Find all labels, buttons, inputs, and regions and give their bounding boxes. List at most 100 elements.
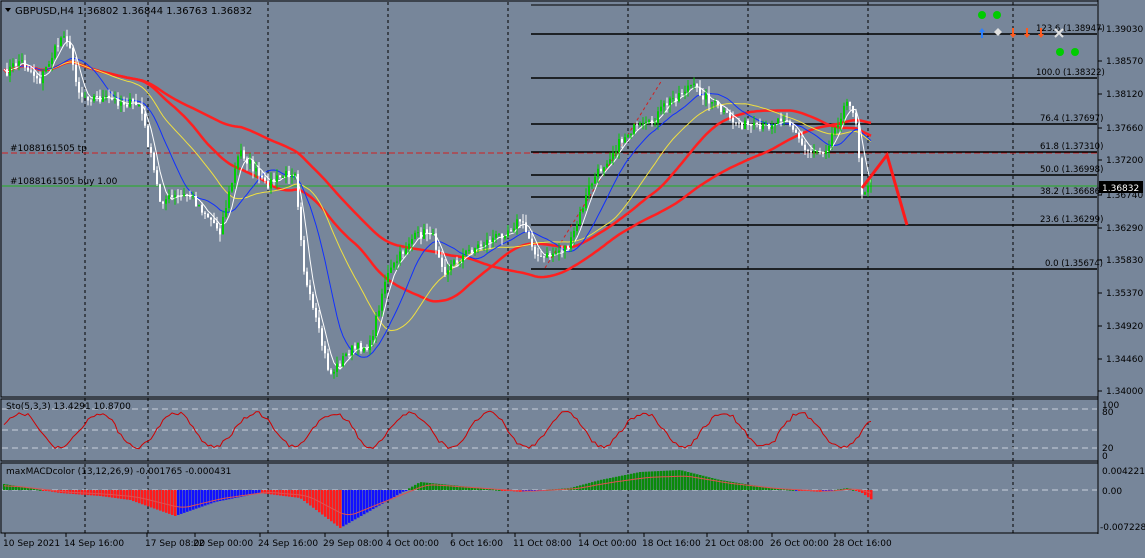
candle-body (864, 192, 866, 195)
candle-body (603, 167, 605, 172)
arrow-up-icon[interactable] (979, 28, 985, 38)
candle-body (186, 194, 188, 196)
candle-body (663, 103, 665, 107)
arrow-down-icon[interactable] (1038, 28, 1044, 38)
candle-body (339, 363, 341, 367)
candle-body (387, 272, 389, 282)
candle-body (465, 250, 467, 255)
candle-body (627, 134, 629, 138)
candle-body (471, 249, 473, 253)
candle-body (213, 219, 215, 224)
candle-body (363, 347, 365, 352)
macd-histogram (2, 470, 1097, 528)
candle-body (219, 228, 221, 235)
candle-body (447, 270, 449, 275)
close-icon[interactable] (1054, 28, 1064, 38)
candle-body (762, 124, 764, 130)
candle-body (39, 78, 41, 84)
candle-body (753, 123, 755, 126)
candle-body (105, 95, 107, 98)
candle-body (756, 123, 758, 125)
macd-bar (39, 489, 42, 491)
macd-bar (90, 490, 93, 496)
macd-bar (246, 490, 249, 496)
candle-body (195, 195, 197, 207)
macd-bar (732, 482, 735, 490)
candle-body (747, 120, 749, 126)
candle-body (282, 176, 284, 178)
macd-bar (357, 490, 360, 518)
candle-body (783, 120, 785, 122)
candle-body (702, 95, 704, 100)
macd-bar (9, 484, 12, 490)
candle-body (426, 229, 428, 234)
candle-body (858, 123, 860, 159)
candle-body (57, 45, 59, 47)
macd-bar (291, 490, 294, 497)
object-icons[interactable] (978, 11, 1079, 56)
candle-body (474, 248, 476, 253)
candle-body (726, 110, 728, 113)
candle-body (84, 96, 86, 98)
candle-body (36, 75, 38, 79)
macd-bar (30, 488, 33, 490)
diamond-icon[interactable] (994, 28, 1002, 36)
green-dot-icon[interactable] (978, 11, 986, 19)
macd-bar (858, 490, 861, 492)
macd-bar (789, 489, 792, 491)
candle-body (330, 369, 332, 374)
price-tick-label: 1.36290 (1106, 224, 1143, 234)
collapse-triangle-icon[interactable] (5, 8, 11, 12)
arrow-down-icon[interactable] (1024, 28, 1030, 38)
candle-body (369, 340, 371, 350)
candle-body (120, 102, 122, 106)
candle-body (738, 122, 740, 124)
candle-body (99, 96, 101, 102)
macd-bar (255, 490, 258, 494)
candle-body (789, 121, 791, 126)
macd-bar (726, 481, 729, 490)
candle-body (129, 98, 131, 107)
candle-body (411, 238, 413, 244)
candle-body (870, 185, 872, 187)
macd-bar (42, 490, 45, 491)
macd-bar (156, 490, 159, 510)
candle-body (840, 118, 842, 126)
candle-body (372, 336, 374, 341)
time-tick-label: 10 Sep 2021 (3, 539, 60, 549)
macd-bar (435, 483, 438, 490)
macd-bar (234, 490, 237, 498)
arrow-down-icon[interactable] (1010, 28, 1016, 38)
macd-bar (450, 485, 453, 490)
candle-body (345, 353, 347, 357)
candle-body (615, 152, 617, 154)
macd-bar (825, 490, 828, 492)
green-dot-icon[interactable] (993, 11, 1001, 19)
candle-body (633, 124, 635, 134)
candle-body (402, 251, 404, 254)
macd-bar (687, 472, 690, 490)
time-tick-label: 28 Oct 16:00 (833, 539, 892, 549)
macd-bar (648, 471, 651, 490)
macd-bar (297, 490, 300, 498)
candle-body (462, 254, 464, 262)
time-tick-label: 21 Oct 08:00 (705, 539, 764, 549)
macd-bar (675, 470, 678, 490)
candle-body (6, 69, 8, 76)
macd-bar (669, 470, 672, 490)
candle-body (537, 254, 539, 256)
green-dot-icon[interactable] (1071, 48, 1079, 56)
time-tick-label: 11 Oct 08:00 (513, 539, 572, 549)
candle-body (648, 120, 650, 122)
candle-body (564, 246, 566, 252)
candle-body (423, 229, 425, 239)
ma-medium-line (3, 60, 872, 303)
candle-body (336, 363, 338, 372)
candle-body (297, 173, 299, 207)
green-dot-icon[interactable] (1056, 48, 1064, 56)
macd-level-zero: 0.00 (1102, 487, 1122, 497)
macd-bar (657, 471, 660, 490)
candle-body (249, 160, 251, 164)
